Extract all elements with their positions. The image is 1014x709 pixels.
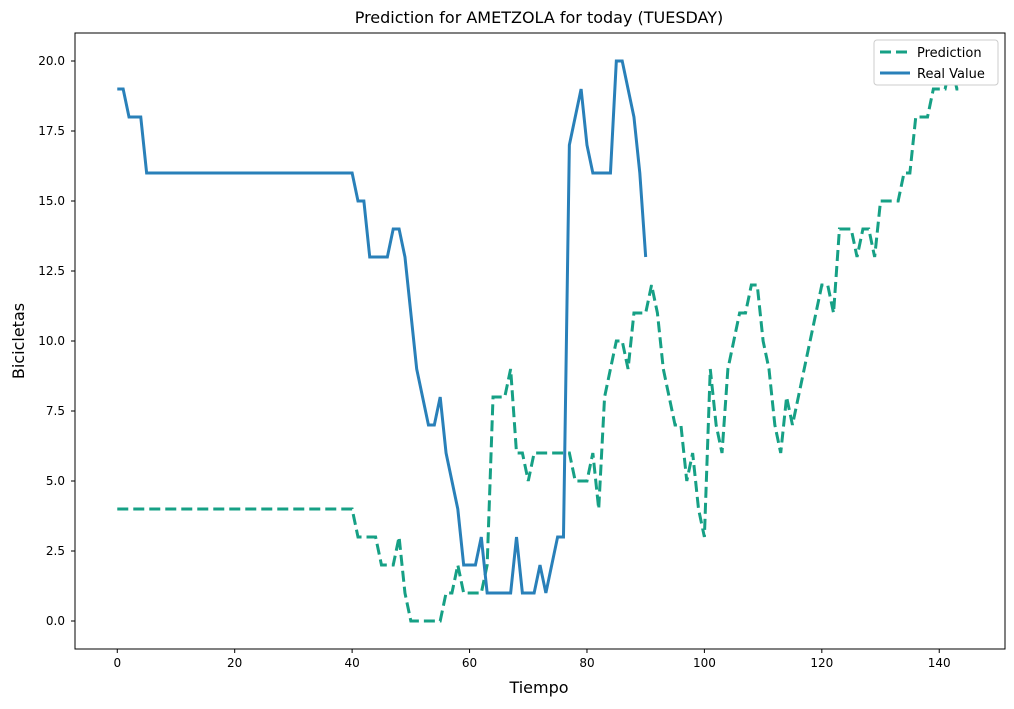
- x-tick-label: 120: [810, 656, 833, 670]
- y-tick-label: 10.0: [38, 334, 65, 348]
- x-ticks: 0 20 40 60 80 100 120 140: [113, 649, 951, 670]
- y-axis-label: Bicicletas: [9, 303, 28, 379]
- y-tick-label: 5.0: [46, 474, 65, 488]
- legend: Prediction Real Value: [873, 39, 999, 86]
- x-tick-label: 0: [113, 656, 121, 670]
- chart-title: Prediction for AMETZOLA for today (TUESD…: [355, 8, 724, 27]
- y-ticks: 0.0 2.5 5.0 7.5 10.0 12.5 15.0 17.5 20.0: [38, 54, 75, 628]
- series-line-prediction: [117, 60, 963, 623]
- x-tick-label: 80: [579, 656, 594, 670]
- y-tick-label: 2.5: [46, 544, 65, 558]
- legend-label: Real Value: [917, 67, 985, 82]
- x-tick-label: 20: [227, 656, 242, 670]
- y-tick-label: 20.0: [38, 54, 65, 68]
- x-tick-label: 140: [928, 656, 951, 670]
- x-axis-label: Tiempo: [508, 678, 568, 697]
- y-tick-label: 0.0: [46, 614, 65, 628]
- series-line-real-value: [117, 59, 648, 595]
- x-tick-label: 40: [344, 656, 359, 670]
- y-tick-label: 15.0: [38, 194, 65, 208]
- y-tick-label: 12.5: [38, 264, 65, 278]
- plot-area: 0 20 40 60 80 100 120 140 0.0 2.5 5.0 7.5 10.0 12.5 15…: [38, 32, 1006, 670]
- y-tick-label: 7.5: [46, 404, 65, 418]
- x-tick-label: 60: [462, 656, 477, 670]
- x-tick-label: 100: [693, 656, 716, 670]
- legend-label: Prediction: [917, 46, 982, 61]
- y-tick-label: 17.5: [38, 124, 65, 138]
